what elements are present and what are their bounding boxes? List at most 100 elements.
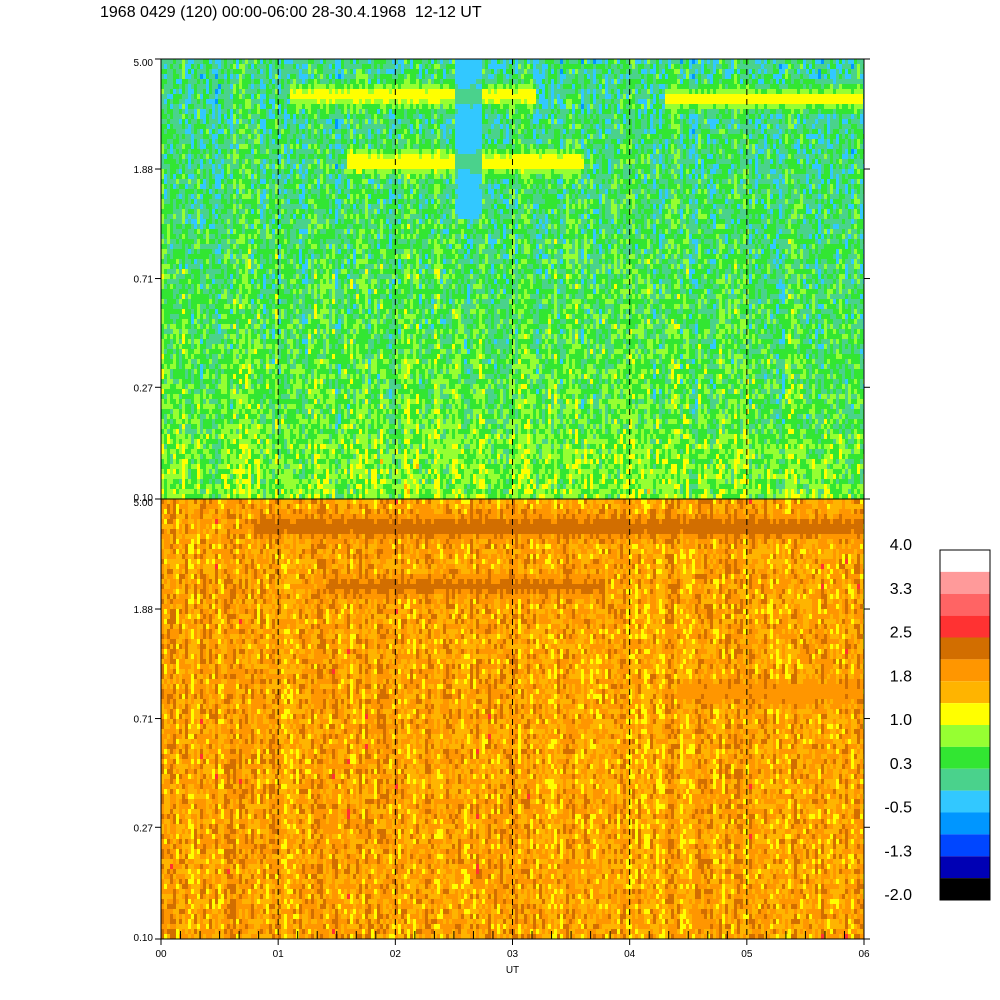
heat-cell xyxy=(818,89,821,94)
heat-cell xyxy=(767,99,770,104)
heat-cell xyxy=(221,84,224,89)
heat-cell xyxy=(455,109,458,114)
heat-cell xyxy=(836,59,839,64)
heat-cell xyxy=(359,104,362,109)
heat-cell xyxy=(521,94,524,99)
heat-cell xyxy=(398,69,401,74)
heat-cell xyxy=(644,94,647,99)
heat-cell xyxy=(788,69,791,74)
heat-cell xyxy=(320,59,323,64)
heat-cell xyxy=(797,79,800,84)
heat-cell xyxy=(311,124,314,129)
heat-cell xyxy=(320,64,323,69)
heat-cell xyxy=(281,114,284,119)
heat-cell xyxy=(443,104,446,109)
heat-cell xyxy=(203,129,206,134)
heat-cell xyxy=(854,89,857,94)
heat-cell xyxy=(725,89,728,94)
heat-cell xyxy=(692,104,695,109)
heat-cell xyxy=(191,144,194,149)
heat-cell xyxy=(767,84,770,89)
heat-cell xyxy=(656,74,659,79)
heat-cell xyxy=(782,59,785,64)
heat-cell xyxy=(452,74,455,79)
heat-cell xyxy=(485,69,488,74)
heat-cell xyxy=(215,109,218,114)
heat-cell xyxy=(539,94,542,99)
heat-cell xyxy=(392,64,395,69)
heat-cell xyxy=(272,124,275,129)
heat-cell xyxy=(740,59,743,64)
heat-cell xyxy=(689,99,692,104)
heat-cell xyxy=(815,109,818,114)
heat-cell xyxy=(491,134,494,139)
heat-cell xyxy=(671,114,674,119)
heat-cell xyxy=(683,94,686,99)
heat-cell xyxy=(761,129,764,134)
heat-cell xyxy=(710,64,713,69)
heat-cell xyxy=(677,94,680,99)
heat-cell xyxy=(284,59,287,64)
heat-cell xyxy=(557,99,560,104)
heat-cell xyxy=(647,104,650,109)
heat-cell xyxy=(386,64,389,69)
heat-cell xyxy=(752,139,755,144)
heat-cell xyxy=(647,69,650,74)
heat-cell xyxy=(671,139,674,144)
heat-cell xyxy=(593,134,596,139)
heat-cell xyxy=(329,139,332,144)
heat-cell xyxy=(428,134,431,139)
heat-cell xyxy=(557,89,560,94)
heat-cell xyxy=(458,64,461,69)
heat-cell xyxy=(353,134,356,139)
heat-cell xyxy=(344,109,347,114)
heat-cell xyxy=(185,59,188,64)
heat-cell xyxy=(293,89,296,94)
heat-cell xyxy=(215,79,218,84)
heat-cell xyxy=(194,134,197,139)
heat-cell xyxy=(371,139,374,144)
heat-cell xyxy=(437,99,440,104)
heat-cell xyxy=(290,109,293,114)
heat-cell xyxy=(824,59,827,64)
heat-cell xyxy=(842,74,845,79)
heat-cell xyxy=(350,89,353,94)
heat-cell xyxy=(485,79,488,84)
heat-cell xyxy=(308,89,311,94)
heat-cell xyxy=(509,79,512,84)
heat-cell xyxy=(185,94,188,99)
heat-cell xyxy=(599,89,602,94)
heat-cell xyxy=(740,79,743,84)
heat-cell xyxy=(545,129,548,134)
heat-cell xyxy=(314,84,317,89)
heat-cell xyxy=(752,99,755,104)
heat-cell xyxy=(251,79,254,84)
heat-cell xyxy=(626,99,629,104)
heat-cell xyxy=(245,89,248,94)
heat-cell xyxy=(668,139,671,144)
heat-cell xyxy=(359,124,362,129)
heat-cell xyxy=(527,139,530,144)
heat-cell xyxy=(368,94,371,99)
heat-cell xyxy=(698,59,701,64)
heat-cell xyxy=(740,119,743,124)
heat-cell xyxy=(545,139,548,144)
heat-cell xyxy=(203,74,206,79)
heat-cell xyxy=(833,104,836,109)
heat-cell xyxy=(323,64,326,69)
heat-cell xyxy=(419,84,422,89)
heat-cell xyxy=(446,74,449,79)
heat-cell xyxy=(548,109,551,114)
heat-cell xyxy=(266,114,269,119)
heat-cell xyxy=(461,59,464,64)
heat-cell xyxy=(167,59,170,64)
heat-cell xyxy=(221,114,224,119)
heat-cell xyxy=(239,99,242,104)
heat-cell xyxy=(788,79,791,84)
heat-cell xyxy=(779,99,782,104)
heat-cell xyxy=(374,94,377,99)
heat-cell xyxy=(428,109,431,114)
heat-cell xyxy=(635,79,638,84)
heat-cell xyxy=(422,119,425,124)
heat-cell xyxy=(782,124,785,129)
